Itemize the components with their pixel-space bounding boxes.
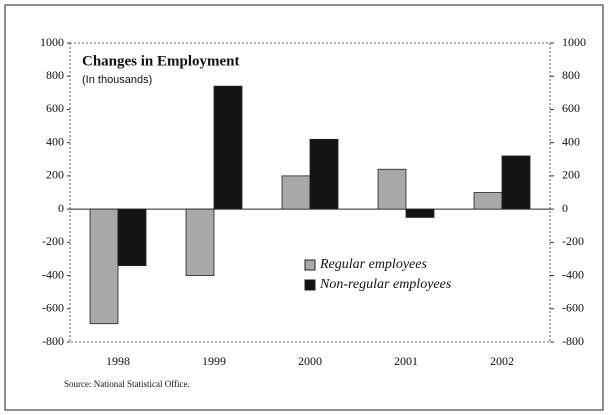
y-tick-label: -200 <box>42 234 64 248</box>
source-note: Source: National Statistical Office. <box>64 379 190 389</box>
bar <box>213 85 243 210</box>
y2-tick-label: 1000 <box>562 35 586 49</box>
bar <box>309 138 339 210</box>
bar <box>501 155 531 210</box>
legend-swatch <box>304 259 316 271</box>
y2-tick-label: -600 <box>562 301 584 315</box>
bar <box>185 208 215 276</box>
y-tick-label: 1000 <box>40 35 64 49</box>
bar <box>377 168 407 210</box>
y-tick-label: 0 <box>58 201 64 215</box>
bar <box>473 192 503 210</box>
plot-area <box>69 42 551 343</box>
legend-swatch <box>304 279 316 291</box>
y-tick-label: 200 <box>46 168 64 182</box>
frame <box>4 4 604 411</box>
y-tick-label: 400 <box>46 134 64 148</box>
x-tick-label: 2000 <box>298 354 322 368</box>
y2-tick-label: 0 <box>562 201 568 215</box>
x-tick-label: 1998 <box>106 354 130 368</box>
y-tick-label: -400 <box>42 267 64 281</box>
y2-tick-label: 200 <box>562 168 580 182</box>
y2-tick-label: -400 <box>562 267 584 281</box>
bar <box>405 208 435 218</box>
x-tick-label: 2002 <box>490 354 514 368</box>
y2-tick-label: 600 <box>562 101 580 115</box>
y-tick-label: -600 <box>42 301 64 315</box>
bar <box>281 175 311 210</box>
bar <box>89 208 119 325</box>
y2-tick-label: 400 <box>562 134 580 148</box>
y2-tick-label: -800 <box>562 334 584 348</box>
x-tick-label: 1999 <box>202 354 226 368</box>
y-tick-label: 800 <box>46 68 64 82</box>
y-tick-label: 600 <box>46 101 64 115</box>
y2-tick-label: 800 <box>562 68 580 82</box>
chart-subtitle: (In thousands) <box>82 74 152 86</box>
legend-label: Non-regular employees <box>319 277 452 292</box>
y2-tick-label: -200 <box>562 234 584 248</box>
y-tick-label: -800 <box>42 334 64 348</box>
bar <box>117 208 147 266</box>
chart-title: Changes in Employment <box>82 53 240 69</box>
legend-label: Regular employees <box>319 257 427 272</box>
x-tick-label: 2001 <box>394 354 418 368</box>
